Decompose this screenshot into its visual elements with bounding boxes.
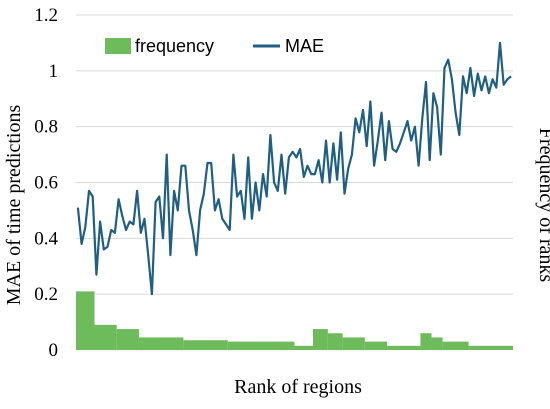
y-tick-label: 0.6 [34, 173, 58, 194]
y-axis-title-left: MAE of time predictions [3, 105, 25, 306]
y-tick-label: 1 [49, 61, 59, 82]
y-tick-labels: 0 0.2 0.4 0.6 0.8 1 1.2 [34, 5, 58, 361]
frequency-bar [342, 337, 365, 350]
mae-line [76, 41, 512, 296]
y-tick-label: 1.2 [34, 5, 58, 26]
y-tick-label: 0.8 [34, 117, 58, 138]
frequency-bar [294, 345, 314, 350]
mae-line-group [76, 41, 512, 296]
y-tick-label: 0.2 [34, 284, 58, 305]
x-axis-title: Rank of regions [234, 376, 362, 398]
frequency-bar [431, 337, 443, 350]
frequency-bar [116, 329, 139, 350]
legend-mae-label: MAE [285, 36, 324, 56]
legend-frequency-label: frequency [135, 36, 214, 56]
frequency-bar [313, 329, 328, 350]
frequency-bar [183, 340, 228, 350]
frequency-bar [442, 341, 469, 350]
gridlines [76, 14, 513, 295]
frequency-bars [76, 291, 513, 350]
frequency-bar [387, 345, 421, 350]
frequency-bar [94, 324, 117, 350]
frequency-bar [420, 333, 432, 350]
legend-frequency-swatch [105, 38, 131, 54]
frequency-bar [76, 291, 95, 350]
frequency-bar [138, 337, 184, 350]
frequency-bar [468, 345, 513, 350]
y-tick-label: 0.4 [34, 228, 58, 249]
y-tick-label: 0 [49, 340, 59, 361]
frequency-bar [364, 341, 388, 350]
frequency-bar [227, 341, 295, 350]
y-axis-title-right: Frequency of ranks [535, 128, 550, 283]
frequency-bar [327, 333, 343, 350]
